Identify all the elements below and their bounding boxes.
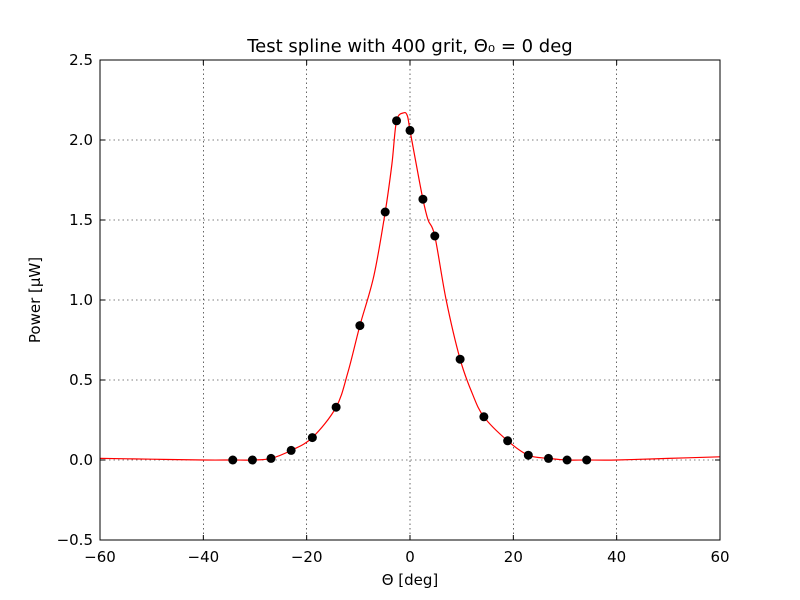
spline-line	[99, 111, 721, 461]
data-point	[543, 453, 553, 463]
data-point	[380, 207, 390, 217]
data-point	[430, 231, 440, 241]
x-tick-label: 40	[607, 548, 626, 566]
x-tick-label: −40	[188, 548, 220, 566]
y-tick-label: 2.0	[69, 131, 93, 149]
y-tick-label: 2.5	[69, 51, 93, 69]
tick-labels: −60 −40 −20 0 20 40 60 −0.5 0.0 0.5 1.0 1.5 2.0 2.5	[57, 51, 730, 566]
data-point	[392, 116, 402, 126]
x-tick-label: 60	[710, 548, 729, 566]
chart-title: Test spline with 400 grit, Θ₀ = 0 deg	[246, 36, 573, 57]
x-axis-label: Θ [deg]	[382, 571, 439, 589]
data-point	[523, 450, 533, 460]
series-points	[228, 116, 592, 465]
data-point	[582, 455, 592, 465]
y-tick-label: 0.5	[69, 371, 93, 389]
series-lines	[99, 111, 721, 461]
x-tick-label: −60	[84, 548, 116, 566]
y-tick-label: 1.5	[69, 211, 93, 229]
data-point	[479, 412, 489, 422]
x-tick-label: 0	[405, 548, 415, 566]
data-point	[307, 433, 317, 443]
data-point	[418, 194, 428, 204]
data-point	[266, 453, 276, 463]
data-point	[331, 402, 341, 412]
y-tick-label: 0.0	[69, 451, 93, 469]
data-point	[355, 321, 365, 331]
data-point	[286, 445, 296, 455]
y-axis-label: Power [μW]	[26, 257, 44, 343]
y-tick-label: −0.5	[57, 531, 93, 549]
data-point	[455, 354, 465, 364]
x-tick-label: 20	[504, 548, 523, 566]
x-tick-label: −20	[291, 548, 323, 566]
data-point	[247, 455, 257, 465]
y-tick-label: 1.0	[69, 291, 93, 309]
data-point	[405, 125, 415, 135]
axis-ticks	[99, 59, 721, 541]
data-point	[503, 436, 513, 446]
data-point	[562, 455, 572, 465]
data-point	[228, 455, 238, 465]
